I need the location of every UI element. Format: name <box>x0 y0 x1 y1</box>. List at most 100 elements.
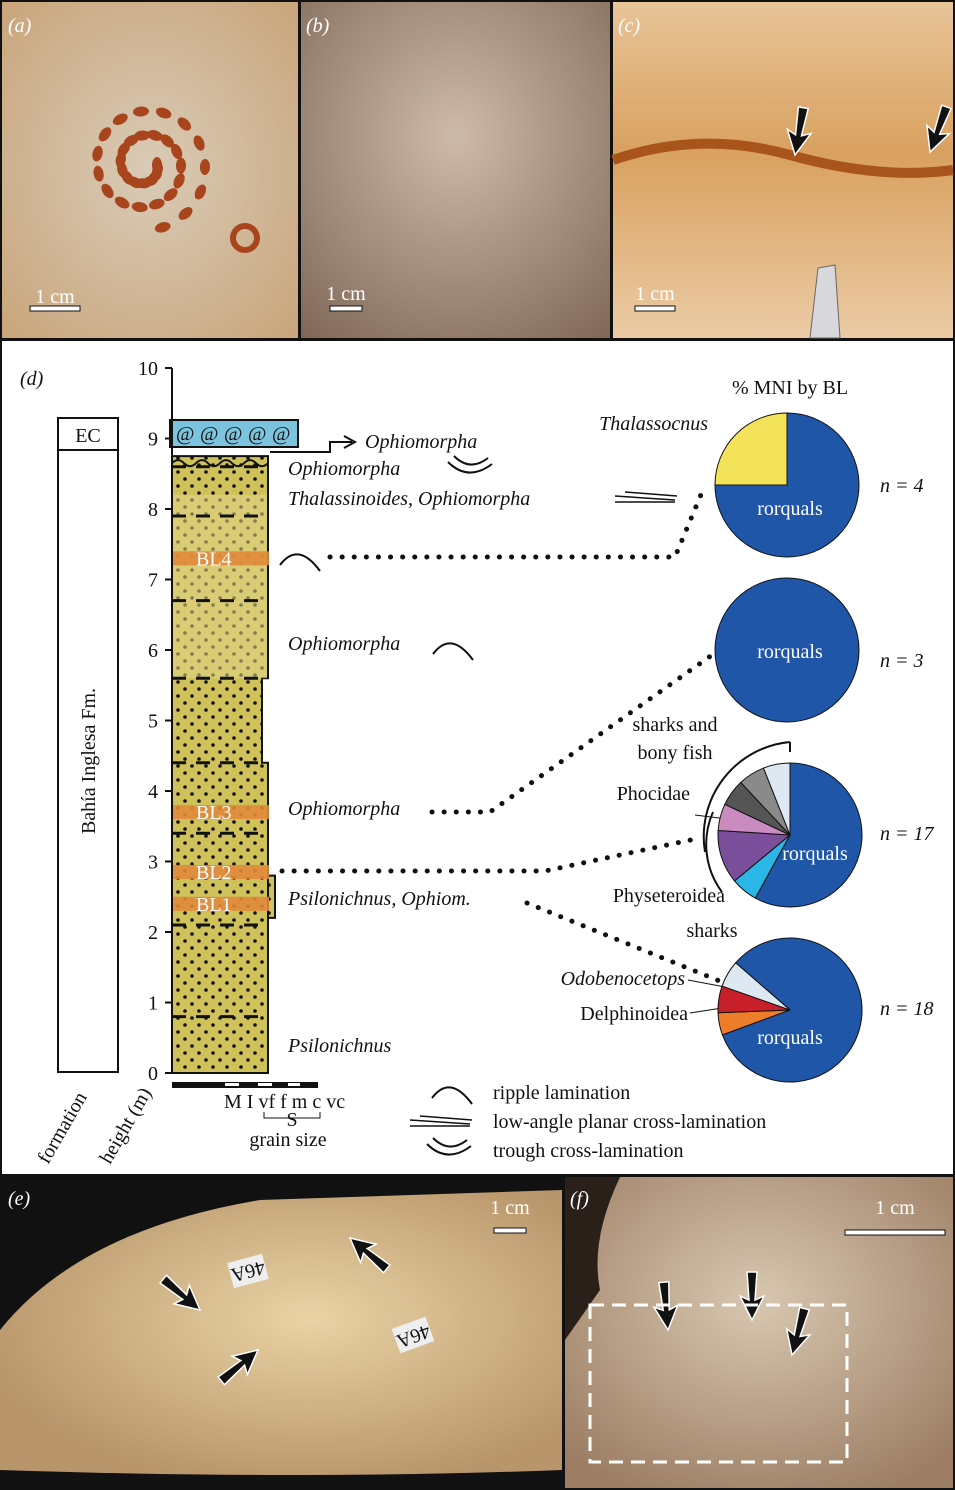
bone-bed <box>173 551 269 566</box>
ammonite-rib <box>92 145 103 162</box>
shell: @ <box>224 423 242 445</box>
pie-n: n = 18 <box>880 998 934 1020</box>
pie-label: sharks and <box>633 714 718 736</box>
arrow-line <box>270 435 358 453</box>
ammonite-rib <box>178 207 193 220</box>
fine-interval <box>173 494 267 679</box>
ammonite-rib <box>163 188 178 202</box>
photo-e <box>0 1190 562 1475</box>
pie-label: bony fish <box>638 742 713 764</box>
tick-label: 4 <box>148 781 158 803</box>
ammonite-rib <box>131 202 148 213</box>
ripple <box>432 642 474 661</box>
ammonite-rib <box>193 135 205 151</box>
scale-label: 1 cm <box>635 283 675 305</box>
ripple <box>431 1086 473 1105</box>
ammonite-rib <box>173 173 185 189</box>
tick-label: 8 <box>148 499 158 521</box>
pie-title: % MNI by BL <box>732 377 848 399</box>
grain-gap <box>288 1083 300 1086</box>
scale-bar <box>634 305 676 312</box>
scale-label: 1 cm <box>326 283 366 305</box>
tick-label: 6 <box>148 640 158 662</box>
pie-slice <box>721 962 791 1011</box>
arrow <box>348 1236 392 1274</box>
panel-label: (c) <box>618 15 641 37</box>
pie-label: rorquals <box>757 498 823 520</box>
link <box>429 652 715 815</box>
ammonite-rib <box>132 106 149 117</box>
tick-label: 9 <box>148 429 158 451</box>
zoom-box <box>588 1303 849 1464</box>
low-angle <box>409 1115 473 1127</box>
ammonite-rib <box>194 184 207 200</box>
tag <box>391 1316 435 1354</box>
tick-label: 2 <box>148 922 158 944</box>
ammonite-rib <box>155 107 172 119</box>
grain-classes: M I vf f m c vc <box>224 1091 345 1113</box>
arrow <box>925 104 953 154</box>
arrow <box>786 105 813 157</box>
panel-label: (a) <box>8 15 32 37</box>
ammonite-rib <box>171 143 183 160</box>
tick-label: 10 <box>138 358 158 380</box>
panel-label: (d) <box>20 368 44 390</box>
bed-line <box>611 138 954 178</box>
ec-bed <box>169 419 299 448</box>
arrow <box>216 1348 260 1386</box>
grain-gap <box>258 1083 272 1086</box>
scale-bar <box>29 305 81 312</box>
panel-label: (e) <box>8 1188 31 1210</box>
pie-label: Thalassocnus <box>599 413 708 435</box>
photo-f-shadow <box>565 1177 620 1340</box>
pie-label: Odobenocetops <box>561 968 686 990</box>
bed-label: BL2 <box>196 862 232 884</box>
pie-slice <box>714 577 860 723</box>
pie-n: n = 4 <box>880 475 924 497</box>
trace-label: Psilonichnus <box>287 1035 392 1057</box>
photo-b <box>301 2 610 338</box>
trace-label: Thalassinoides, Ophiomorpha <box>288 488 530 510</box>
pie-label: rorquals <box>782 843 848 865</box>
pie-label: sharks <box>686 920 737 942</box>
arrow <box>158 1274 202 1312</box>
bone-bed <box>173 865 269 880</box>
shell: @ <box>176 423 194 445</box>
link <box>327 482 708 560</box>
tick-label: 5 <box>148 711 158 733</box>
photo-a <box>2 2 298 338</box>
legend-label: low-angle planar cross-lamination <box>493 1111 766 1133</box>
pie-label: rorquals <box>757 641 823 663</box>
ammonite-rib <box>98 127 112 142</box>
trace-label: Psilonichnus, Ophiom. <box>287 888 471 910</box>
scale-label: 1 cm <box>875 1197 915 1219</box>
leader <box>689 1007 723 1014</box>
bracket <box>702 741 791 853</box>
grain-s: S <box>286 1109 297 1131</box>
panel-label: (b) <box>306 15 330 37</box>
pie-label: Delphinoidea <box>580 1003 688 1025</box>
trough <box>447 455 493 474</box>
tag <box>227 1253 269 1289</box>
leader <box>687 979 726 988</box>
bed-label: BL1 <box>196 894 232 916</box>
tick-label: 0 <box>148 1063 158 1085</box>
unit <box>57 449 119 1073</box>
ammonite-rib <box>101 183 114 199</box>
tick-label: 1 <box>148 993 158 1015</box>
bed-label: BL4 <box>196 548 232 570</box>
trace-label: Ophiomorpha <box>288 633 400 655</box>
pie-label: Phocidae <box>617 783 690 805</box>
pie-n: n = 3 <box>880 650 924 672</box>
trough <box>426 1137 472 1156</box>
scale-bar <box>844 1229 946 1236</box>
tick-label: 3 <box>148 852 158 874</box>
unit-label: EC <box>75 425 101 447</box>
shell: @ <box>248 423 266 445</box>
pie-label: rorquals <box>757 1027 823 1049</box>
arrow <box>785 1306 812 1357</box>
photo-f <box>565 1177 953 1488</box>
grain-title: grain size <box>249 1129 326 1151</box>
